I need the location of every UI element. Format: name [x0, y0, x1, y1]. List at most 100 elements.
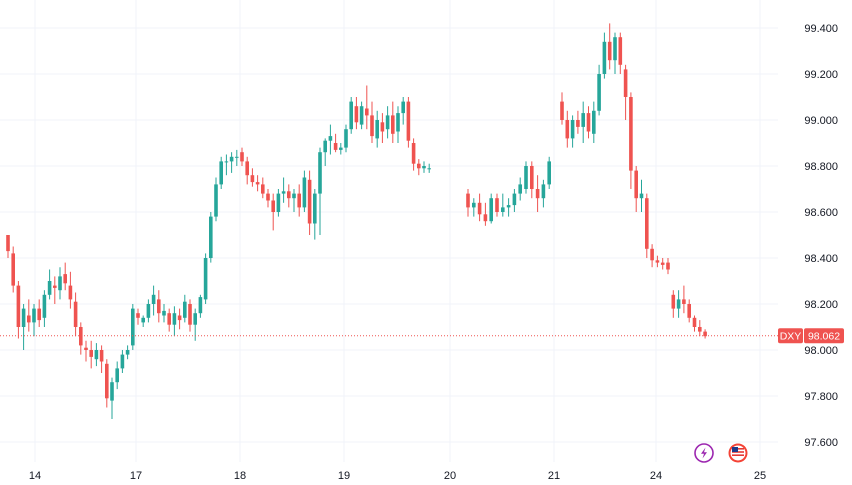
candle-body — [576, 120, 580, 127]
candle — [313, 189, 317, 240]
candle — [339, 143, 343, 155]
candle-body — [141, 317, 145, 323]
candle — [359, 101, 364, 130]
candle — [125, 345, 130, 360]
candle — [703, 329, 707, 339]
candle-body — [68, 285, 73, 300]
candle-body — [560, 101, 564, 120]
candle-body — [58, 276, 62, 291]
candle — [84, 340, 88, 362]
candle-body — [466, 193, 470, 208]
candle — [183, 294, 187, 323]
candle — [671, 290, 676, 318]
candle — [131, 304, 135, 350]
candle-body — [99, 350, 104, 362]
candle-body — [271, 200, 275, 212]
us-flag-icon[interactable] — [728, 443, 748, 463]
candle-body — [63, 274, 67, 284]
candle-body — [698, 327, 702, 332]
candle-body — [581, 113, 585, 127]
y-tick-label: 99.400 — [804, 23, 838, 35]
candle — [518, 177, 522, 201]
candle — [489, 193, 493, 224]
candle-body — [518, 184, 522, 194]
candle — [151, 285, 156, 316]
candle-body — [240, 152, 244, 162]
candle — [177, 308, 182, 330]
candle-body — [318, 152, 322, 194]
candle — [660, 258, 665, 270]
candle — [501, 193, 505, 217]
y-tick-label: 98.000 — [804, 345, 838, 357]
candle — [73, 292, 78, 337]
candle — [219, 156, 223, 189]
candle-body — [73, 301, 78, 327]
candle-body — [365, 108, 369, 116]
candle-body — [11, 253, 15, 286]
candle — [229, 152, 234, 173]
candle-body — [219, 161, 223, 185]
candle-body — [623, 69, 628, 97]
candle-body — [613, 37, 617, 61]
candle — [162, 304, 166, 323]
candle — [512, 189, 517, 212]
candle-body — [255, 182, 260, 185]
candle — [365, 85, 369, 130]
candle-body — [650, 248, 654, 261]
candle-body — [401, 101, 405, 114]
price-axis[interactable]: 99.400 99.200 99.000 98.800 98.600 98.400 98.2… — [804, 23, 838, 449]
candle-body — [396, 113, 400, 132]
candle-body — [120, 354, 125, 369]
candle — [422, 161, 426, 173]
candle-body — [489, 198, 493, 222]
candle-body — [136, 313, 140, 318]
candle-body — [146, 304, 151, 318]
candle — [115, 361, 119, 390]
candle — [344, 124, 348, 153]
time-axis[interactable]: 14 17 18 19 20 21 24 25 — [29, 470, 766, 482]
candle-body — [276, 193, 281, 212]
symbol-label: DXY — [780, 331, 802, 343]
candle — [524, 161, 528, 194]
candle-body — [125, 350, 130, 355]
candle — [565, 110, 570, 148]
candle-body — [385, 115, 390, 130]
candle-body — [634, 170, 638, 199]
candle-body — [188, 304, 192, 325]
y-tick-label: 98.600 — [804, 207, 838, 219]
candle — [645, 193, 649, 258]
candle-body — [16, 285, 21, 327]
candle — [530, 161, 534, 199]
candle-body — [692, 317, 697, 327]
y-tick-label: 99.000 — [804, 115, 838, 127]
candle — [676, 290, 681, 318]
candle-body — [602, 41, 607, 74]
candle-body — [53, 285, 57, 288]
candle — [370, 101, 374, 143]
candle-body — [32, 308, 36, 323]
candle-body — [618, 37, 623, 65]
candle-body — [131, 308, 135, 346]
candle-body — [229, 156, 234, 162]
candle — [63, 262, 67, 291]
candle — [11, 246, 15, 293]
candle-body — [375, 120, 379, 139]
x-tick-label: 18 — [234, 470, 246, 482]
candle-body — [676, 299, 681, 309]
candle — [380, 113, 385, 143]
candle-body — [639, 193, 644, 199]
candle-body — [313, 193, 317, 224]
candle-body — [391, 115, 395, 134]
candle-body — [79, 327, 83, 346]
candle-body — [177, 315, 182, 321]
candle-body — [597, 74, 601, 111]
candle — [323, 138, 327, 166]
candle-body — [592, 110, 596, 134]
candle-body — [297, 193, 301, 208]
lightning-icon[interactable] — [694, 443, 714, 463]
candle — [214, 177, 218, 222]
candle — [466, 189, 470, 217]
candle — [560, 92, 564, 125]
